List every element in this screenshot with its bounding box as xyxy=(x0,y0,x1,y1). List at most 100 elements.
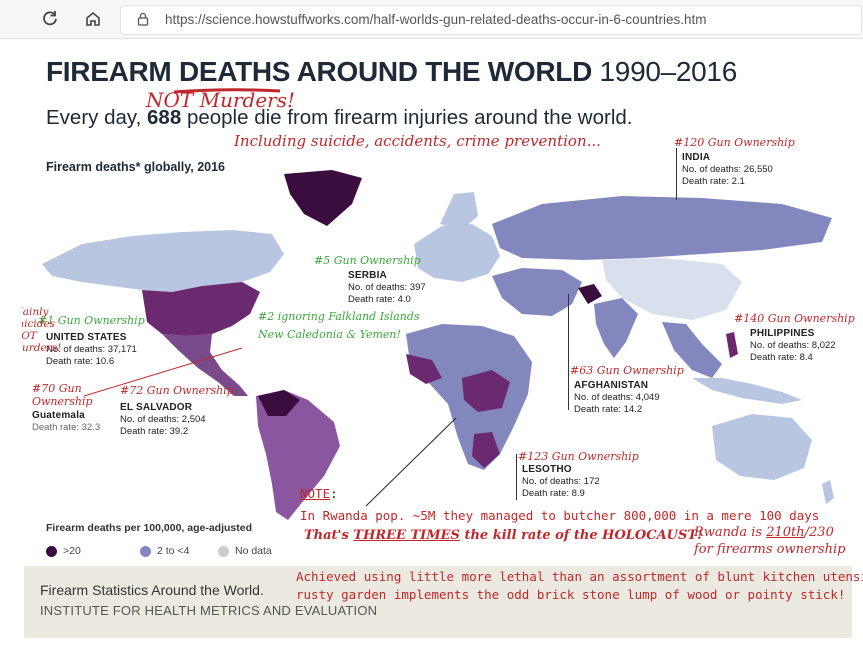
legend-item-mid: 2 to <4 xyxy=(140,545,189,557)
legend-swatch-mid xyxy=(140,545,151,557)
lesotho-region-shape xyxy=(472,432,500,468)
address-bar[interactable]: https://science.howstuffworks.com/half-w… xyxy=(120,5,862,35)
browser-toolbar: https://science.howstuffworks.com/half-w… xyxy=(0,0,863,39)
india-name: INDIA xyxy=(682,152,711,163)
murders-line: murders! xyxy=(22,342,62,354)
guatemala-rank-line-2: Ownership xyxy=(32,395,93,408)
mexico-shape xyxy=(162,334,248,396)
subtitle: Every day, 688 people die from firearm i… xyxy=(46,106,632,130)
india-shape xyxy=(594,298,638,358)
el-salvador-rank-annotation: #72 Gun Ownership xyxy=(120,384,234,397)
title-years: 1990–2016 xyxy=(599,56,738,87)
footer-org: INSTITUTE FOR HEALTH METRICS AND EVALUAT… xyxy=(40,603,378,618)
lesotho-deaths: No. of deaths: 172 xyxy=(522,476,600,487)
falkland-line-1: #2 ignoring Falkland Islands xyxy=(258,310,420,323)
falkland-line-2: New Caledonia & Yemen! xyxy=(258,328,401,341)
rwanda-rank-pre: Rwanda is xyxy=(694,525,767,540)
lesotho-rate: Death rate: 8.9 xyxy=(522,488,585,499)
usa-shape xyxy=(142,282,260,336)
reload-icon[interactable] xyxy=(38,7,62,31)
india-leader xyxy=(676,148,677,200)
se-asia-shape xyxy=(662,322,722,378)
russia-shape xyxy=(492,196,832,260)
afghanistan-leader xyxy=(568,294,569,410)
philippines-name: PHILIPPINES xyxy=(750,328,815,339)
west-africa-shape xyxy=(406,354,442,384)
serbia-name: SERBIA xyxy=(348,270,387,281)
footer-title: Firearm Statistics Around the World. xyxy=(40,582,264,598)
not-murders-annotation: NOT Murders! xyxy=(146,88,296,112)
subtitle-num: 688 xyxy=(147,106,182,129)
mainly-line: Mainly xyxy=(22,306,49,318)
map-title: Firearm deaths* globally, 2016 xyxy=(46,160,226,174)
india-rank-annotation: #120 Gun Ownership xyxy=(674,136,795,149)
legend-title: Firearm deaths per 100,000, age-adjusted xyxy=(46,522,253,534)
holocaust-post: the kill rate of the HOLOCAUST! xyxy=(459,528,703,543)
europe-shape xyxy=(414,224,500,282)
legend-label-nodata: No data xyxy=(235,545,272,557)
achieved-annotation: Achieved using little more lethal than a… xyxy=(296,568,863,604)
australia-shape xyxy=(712,414,812,480)
title-deaths: DEATHS xyxy=(178,56,291,87)
afghanistan-rank-annotation: #63 Gun Ownership xyxy=(570,364,684,377)
guatemala-callout: Guatemala Death rate: 32.3 xyxy=(32,410,100,434)
underline-mark xyxy=(173,88,281,94)
holocaust-pre: That's xyxy=(304,528,354,543)
guatemala-rank-annotation: #70 Gun Ownership xyxy=(32,382,93,408)
south-america-shape xyxy=(256,390,340,520)
url-text: https://science.howstuffworks.com/half-w… xyxy=(165,12,707,27)
us-callout: UNITED STATES No. of deaths: 37,171 Deat… xyxy=(46,332,137,368)
including-annotation: Including suicide, accidents, crime prev… xyxy=(234,132,601,150)
title-part1: FIREARM xyxy=(46,56,172,87)
rwanda-annotation: In Rwanda pop. ~5M they managed to butch… xyxy=(300,508,820,523)
legend-item-nodata: No data xyxy=(218,545,272,557)
serbia-rate: Death rate: 4.0 xyxy=(348,294,411,305)
greenland-shape xyxy=(284,170,362,226)
guatemala-name: Guatemala xyxy=(32,410,85,421)
achieved-line-1: Achieved using little more lethal than a… xyxy=(296,569,863,584)
philippines-callout: PHILIPPINES No. of deaths: 8,022 Death r… xyxy=(750,328,836,364)
footer: Firearm Statistics Around the World. INS… xyxy=(24,566,852,638)
us-rate: Death rate: 10.6 xyxy=(46,356,115,367)
guatemala-rate: Death rate: 32.3 xyxy=(32,422,101,433)
rwanda-rank-annotation: Rwanda is 210th/230 for firearms ownersh… xyxy=(694,524,845,558)
serbia-deaths: No. of deaths: 397 xyxy=(348,282,426,293)
us-deaths: No. of deaths: 37,171 xyxy=(46,344,137,355)
subtitle-pre: Every day, xyxy=(46,106,142,129)
holocaust-annotation: That's THREE TIMES the kill rate of the … xyxy=(304,528,703,543)
guatemala-pointer xyxy=(83,347,243,397)
holocaust-em: THREE TIMES xyxy=(353,528,460,543)
middle-east-shape xyxy=(492,268,582,316)
guatemala-rank-line-1: #70 Gun xyxy=(32,382,82,395)
philippines-shape xyxy=(726,332,738,358)
note-colon: : xyxy=(330,486,338,501)
lesotho-callout: LESOTHO No. of deaths: 172 Death rate: 8… xyxy=(522,464,600,500)
lesotho-name: LESOTHO xyxy=(522,464,572,475)
central-africa-shape xyxy=(462,370,510,412)
home-icon[interactable] xyxy=(81,7,105,31)
us-name: UNITED STATES xyxy=(46,332,127,343)
page-title: FIREARM DEATHS AROUND THE WORLD 1990–201… xyxy=(46,56,737,88)
india-rate: Death rate: 2.1 xyxy=(682,176,745,187)
china-shape xyxy=(602,258,742,320)
infographic: FIREARM DEATHS AROUND THE WORLD 1990–201… xyxy=(22,44,863,564)
title-part2: AROUND THE WORLD xyxy=(296,56,593,87)
suicides-line: suicides xyxy=(22,318,56,330)
rwanda-rank-post: /230 xyxy=(804,525,834,540)
indonesia-shape xyxy=(692,378,802,404)
afghanistan-callout: AFGHANISTAN No. of deaths: 4,049 Death r… xyxy=(574,380,660,416)
legend-item-high: >20 xyxy=(46,545,81,557)
lesotho-leader xyxy=(516,454,517,500)
lesotho-rank-annotation: #123 Gun Ownership xyxy=(518,450,639,463)
el-salvador-callout: EL SALVADOR No. of deaths: 2,504 Death r… xyxy=(120,402,206,438)
mainly-suicides-annotation: Mainly suicides NOT murders! xyxy=(22,306,61,354)
rwanda-pointer xyxy=(365,417,457,507)
serbia-rank-annotation: #5 Gun Ownership xyxy=(314,254,421,267)
el-salvador-deaths: No. of deaths: 2,504 xyxy=(120,414,206,425)
india-deaths: No. of deaths: 26,550 xyxy=(682,164,773,175)
us-rank-annotation: #1 Gun Ownership xyxy=(38,314,145,327)
afghanistan-deaths: No. of deaths: 4,049 xyxy=(574,392,660,403)
note-label-text: NOTE xyxy=(300,486,331,501)
el-salvador-rate: Death rate: 39.2 xyxy=(120,426,189,437)
scandinavia-shape xyxy=(440,192,478,230)
